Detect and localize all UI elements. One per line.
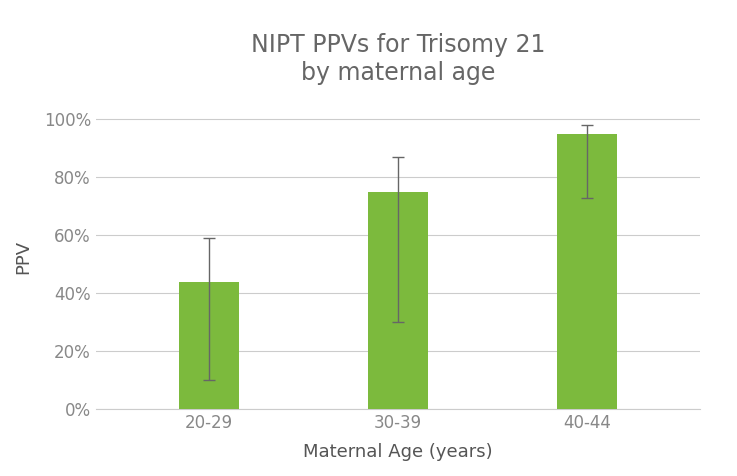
Bar — [179, 282, 240, 409]
Y-axis label: PPV: PPV — [15, 240, 32, 274]
Bar — [368, 192, 428, 409]
Bar — [556, 134, 617, 409]
X-axis label: Maternal Age (years): Maternal Age (years) — [303, 443, 493, 461]
Title: NIPT PPVs for Trisomy 21
by maternal age: NIPT PPVs for Trisomy 21 by maternal age — [251, 33, 545, 85]
